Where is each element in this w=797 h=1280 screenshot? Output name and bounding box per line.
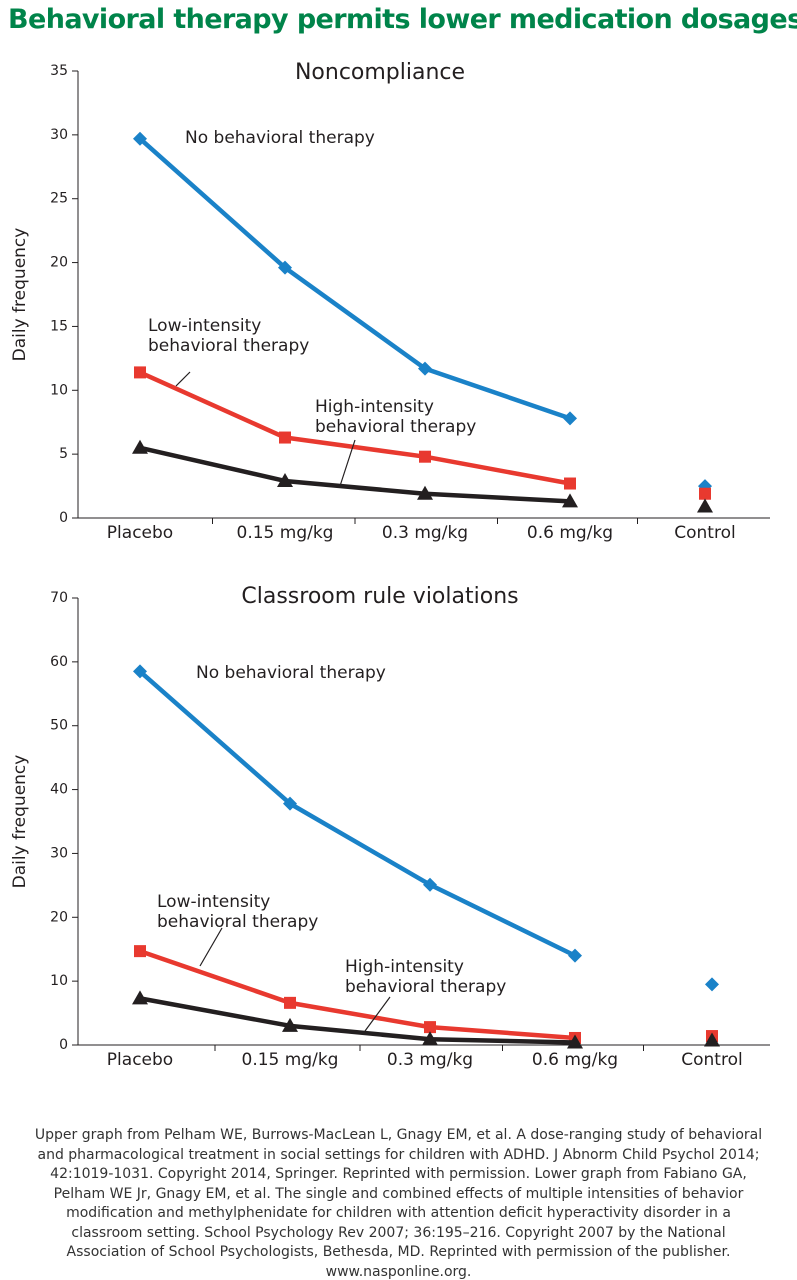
label-pointer: [364, 996, 391, 1032]
series-label: High-intensity behavioral therapy: [315, 397, 477, 437]
series-label: High-intensity behavioral therapy: [345, 957, 507, 997]
y-tick-label: 15: [50, 318, 68, 334]
point: [134, 945, 146, 958]
point: [278, 260, 292, 275]
series-label: No behavioral therapy: [196, 663, 386, 683]
series-line: [139, 370, 571, 486]
y-tick-label: 25: [50, 191, 68, 207]
point: [282, 1017, 298, 1032]
point: [279, 431, 291, 444]
y-tick-label: 0: [59, 1037, 68, 1053]
y-tick-label: 70: [50, 590, 68, 606]
chart-title: Classroom rule violations: [241, 584, 518, 609]
y-tick-label: 30: [50, 127, 68, 143]
series-line: [138, 137, 571, 421]
y-axis-label: Daily frequency: [10, 228, 30, 362]
series-label: Low-intensity behavioral therapy: [148, 316, 310, 356]
point: [563, 411, 577, 426]
point: [277, 472, 293, 487]
y-tick-label: 35: [50, 63, 68, 79]
point: [424, 1021, 436, 1034]
page-title: Behavioral therapy permits lower medicat…: [8, 4, 797, 35]
point: [567, 1034, 583, 1049]
y-tick-label: 5: [59, 446, 68, 462]
y-tick-label: 20: [50, 909, 68, 925]
chart-title: Noncompliance: [295, 60, 465, 85]
point: [134, 366, 146, 379]
point: [705, 977, 719, 992]
point: [699, 487, 711, 500]
point: [283, 796, 297, 811]
label-pointer: [199, 927, 223, 967]
point: [697, 498, 713, 513]
y-tick-label: 60: [50, 654, 68, 670]
x-tick-label: 0.6 mg/kg: [527, 523, 613, 543]
series-line: [139, 949, 576, 1041]
point: [417, 485, 433, 500]
point: [133, 131, 147, 146]
y-tick-label: 40: [50, 782, 68, 798]
y-axis-label: Daily frequency: [10, 755, 30, 889]
label-pointer: [339, 439, 356, 487]
point: [133, 664, 147, 679]
x-tick-label: 0.3 mg/kg: [387, 1050, 473, 1070]
series-line: [138, 669, 576, 958]
point: [284, 996, 296, 1009]
x-tick-label: 0.15 mg/kg: [242, 1050, 339, 1070]
point: [564, 477, 576, 490]
x-tick-label: 0.6 mg/kg: [532, 1050, 618, 1070]
y-tick-label: 50: [50, 718, 68, 734]
point: [418, 361, 432, 376]
point: [423, 877, 437, 892]
y-tick-label: 10: [50, 382, 68, 398]
label-pointer: [175, 371, 191, 387]
source-note: Upper graph from Pelham WE, Burrows-MacL…: [34, 1127, 763, 1280]
y-tick-label: 0: [59, 510, 68, 526]
point: [132, 990, 148, 1005]
x-tick-label: Control: [674, 523, 735, 543]
x-tick-label: 0.3 mg/kg: [382, 523, 468, 543]
series-line: [139, 996, 576, 1045]
series-label: Low-intensity behavioral therapy: [157, 892, 319, 932]
x-tick-label: Placebo: [107, 523, 173, 543]
point: [132, 439, 148, 454]
point: [422, 1031, 438, 1046]
point: [419, 450, 431, 463]
point: [704, 1032, 720, 1047]
y-tick-label: 20: [50, 255, 68, 271]
point: [562, 493, 578, 508]
y-tick-label: 10: [50, 973, 68, 989]
series-label: No behavioral therapy: [185, 128, 375, 148]
x-tick-label: 0.15 mg/kg: [237, 523, 334, 543]
y-tick-label: 30: [50, 845, 68, 861]
point: [568, 948, 582, 963]
x-tick-label: Control: [681, 1050, 742, 1070]
series-line: [139, 445, 571, 504]
x-tick-label: Placebo: [107, 1050, 173, 1070]
